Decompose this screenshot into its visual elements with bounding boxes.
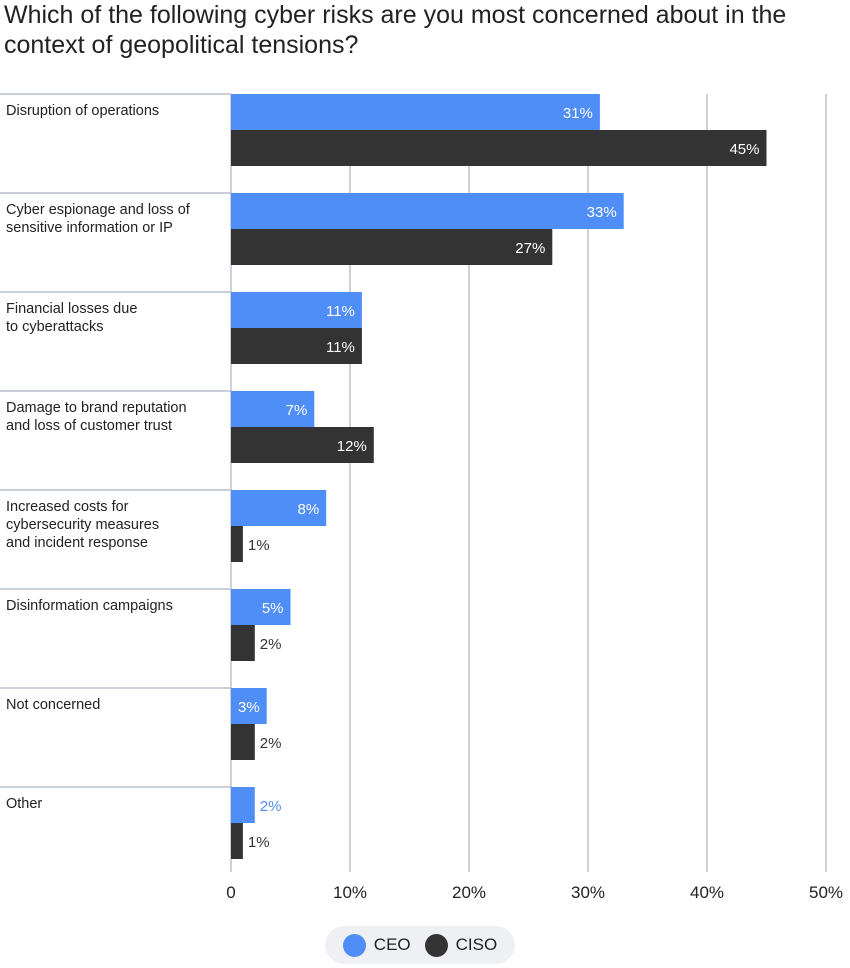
category-label: Disinformation campaigns xyxy=(6,598,173,614)
data-label: 2% xyxy=(260,636,282,653)
bar-ciso xyxy=(231,526,243,562)
legend-item-ceo: CEO xyxy=(342,933,411,957)
bar-ceo xyxy=(231,94,600,130)
data-label: 27% xyxy=(515,240,545,257)
data-label: 2% xyxy=(260,798,282,815)
data-label: 3% xyxy=(238,699,260,716)
bar-ceo xyxy=(231,193,624,229)
bar-ciso xyxy=(231,823,243,859)
x-tick-label: 30% xyxy=(571,883,605,902)
category-label: Increased costs for cybersecurity measure… xyxy=(6,499,159,551)
legend: CEO CISO xyxy=(325,926,515,964)
x-tick-label: 0 xyxy=(226,883,235,902)
bar-ciso xyxy=(231,130,767,166)
data-label: 1% xyxy=(248,834,270,851)
legend-swatch xyxy=(342,933,366,957)
data-label: 33% xyxy=(587,204,617,221)
bar-ceo xyxy=(231,292,362,328)
x-tick-label: 20% xyxy=(452,883,486,902)
data-label: 5% xyxy=(262,600,284,617)
data-label: 8% xyxy=(298,501,320,518)
category-label: Damage to brand reputation and loss of cu… xyxy=(6,400,187,434)
x-tick-label: 10% xyxy=(333,883,367,902)
category-label: Not concerned xyxy=(6,697,100,713)
bar-ciso xyxy=(231,427,374,463)
bar-ceo xyxy=(231,490,327,526)
data-label: 31% xyxy=(563,105,593,122)
x-tick-label: 40% xyxy=(690,883,724,902)
data-label: 11% xyxy=(326,303,355,320)
chart-title: Which of the following cyber risks are y… xyxy=(4,1,787,59)
category-label: Disruption of operations xyxy=(6,103,159,119)
bar-ceo xyxy=(231,391,315,427)
data-label: 12% xyxy=(337,438,367,455)
bar-ceo xyxy=(231,787,255,823)
bar-chart: 0 10% 20% 30% 40% 50% Disruption of operations… xyxy=(0,93,843,902)
data-label: 11% xyxy=(326,339,355,356)
bar-ciso xyxy=(231,328,362,364)
category-label: Cyber espionage and loss of sensitive inf… xyxy=(6,202,191,236)
data-label: 7% xyxy=(286,402,308,419)
bar-ciso xyxy=(231,229,553,265)
bar-ceo xyxy=(231,589,291,625)
legend-swatch xyxy=(424,933,448,957)
bar-ciso xyxy=(231,724,255,760)
data-label: 45% xyxy=(729,141,759,158)
legend-label: CEO xyxy=(373,935,411,954)
legend-label: CISO xyxy=(455,935,498,954)
bar-ciso xyxy=(231,625,255,661)
data-label: 2% xyxy=(260,735,282,752)
category-label: Financial losses due to cyberattacks xyxy=(6,301,137,335)
bar-ceo xyxy=(231,688,267,724)
x-tick-label: 50% xyxy=(809,883,843,902)
legend-item-ciso: CISO xyxy=(424,933,498,957)
data-label: 1% xyxy=(248,537,270,554)
category-label: Other xyxy=(6,796,42,812)
